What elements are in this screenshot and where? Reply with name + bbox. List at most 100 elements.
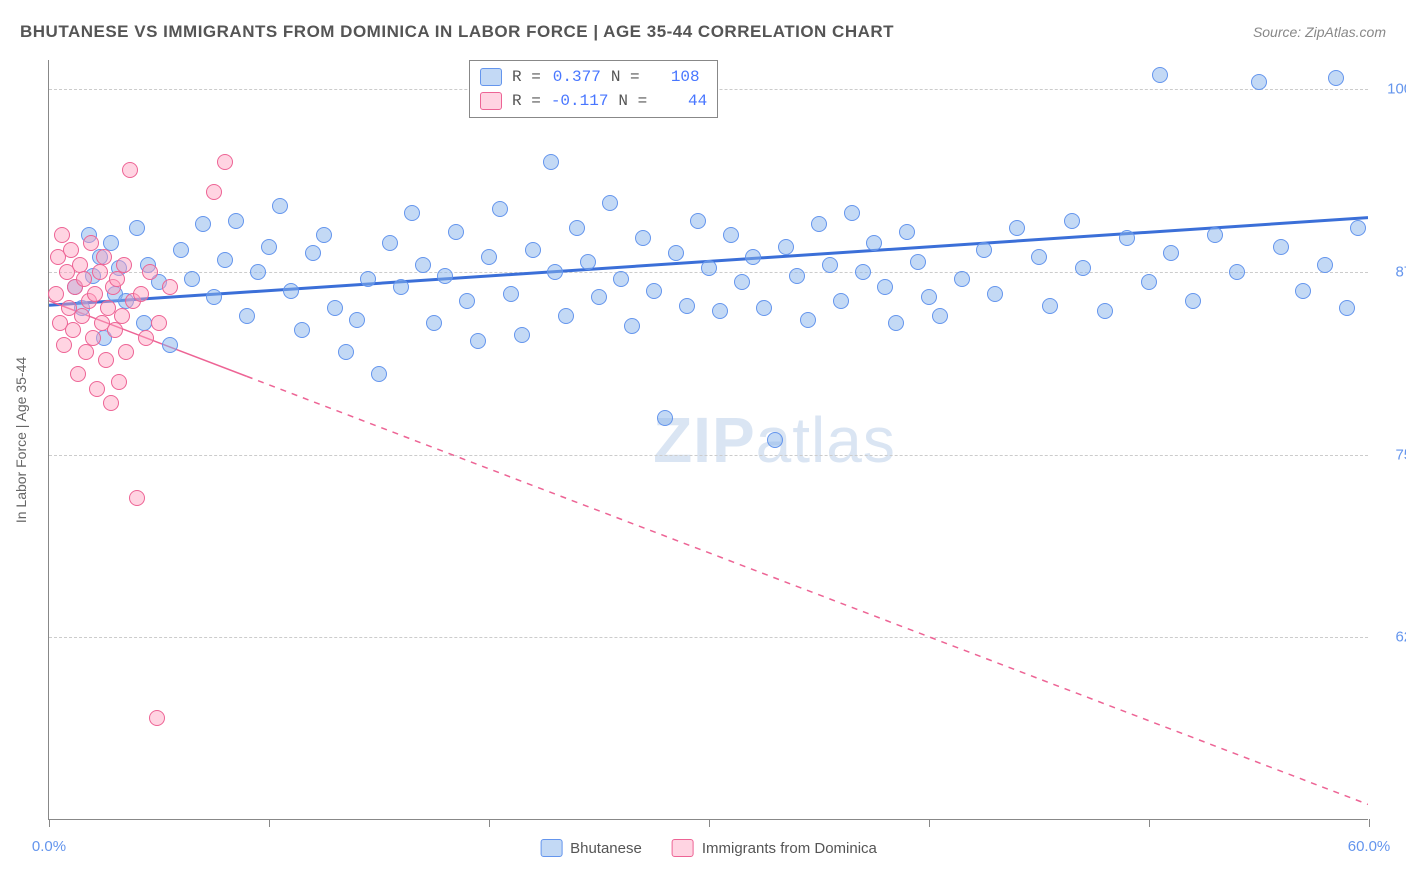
scatter-point-blue bbox=[261, 239, 277, 255]
stats-box: R = 0.377 N = 108 R = -0.117 N = 44 bbox=[469, 60, 718, 118]
scatter-point-blue bbox=[437, 268, 453, 284]
scatter-point-blue bbox=[294, 322, 310, 338]
scatter-point-blue bbox=[921, 289, 937, 305]
scatter-point-blue bbox=[470, 333, 486, 349]
scatter-point-pink bbox=[206, 184, 222, 200]
scatter-point-blue bbox=[217, 252, 233, 268]
scatter-point-pink bbox=[89, 381, 105, 397]
scatter-point-blue bbox=[162, 337, 178, 353]
scatter-point-blue bbox=[228, 213, 244, 229]
scatter-point-blue bbox=[1152, 67, 1168, 83]
legend-swatch-blue-icon bbox=[540, 839, 562, 857]
swatch-blue-icon bbox=[480, 68, 502, 86]
stat-r-label2: R = bbox=[512, 89, 541, 113]
scatter-point-blue bbox=[745, 249, 761, 265]
scatter-point-blue bbox=[184, 271, 200, 287]
scatter-point-blue bbox=[723, 227, 739, 243]
scatter-point-blue bbox=[1075, 260, 1091, 276]
scatter-point-pink bbox=[129, 490, 145, 506]
scatter-point-pink bbox=[151, 315, 167, 331]
stat-n-label2: N = bbox=[618, 89, 647, 113]
scatter-point-blue bbox=[976, 242, 992, 258]
stat-r-blue: 0.377 bbox=[551, 65, 601, 89]
x-tick bbox=[49, 819, 50, 827]
scatter-point-blue bbox=[1207, 227, 1223, 243]
scatter-point-pink bbox=[74, 308, 90, 324]
scatter-point-blue bbox=[800, 312, 816, 328]
scatter-point-blue bbox=[338, 344, 354, 360]
scatter-point-blue bbox=[613, 271, 629, 287]
scatter-point-blue bbox=[250, 264, 266, 280]
scatter-point-blue bbox=[404, 205, 420, 221]
scatter-point-pink bbox=[111, 374, 127, 390]
scatter-point-blue bbox=[855, 264, 871, 280]
scatter-point-blue bbox=[1031, 249, 1047, 265]
scatter-point-pink bbox=[162, 279, 178, 295]
scatter-point-blue bbox=[624, 318, 640, 334]
scatter-point-blue bbox=[1163, 245, 1179, 261]
scatter-point-blue bbox=[789, 268, 805, 284]
stats-row-blue: R = 0.377 N = 108 bbox=[480, 65, 707, 89]
scatter-point-pink bbox=[103, 395, 119, 411]
scatter-point-pink bbox=[65, 322, 81, 338]
scatter-point-pink bbox=[122, 162, 138, 178]
scatter-point-blue bbox=[136, 315, 152, 331]
scatter-point-blue bbox=[327, 300, 343, 316]
scatter-point-blue bbox=[712, 303, 728, 319]
stats-row-pink: R = -0.117 N = 44 bbox=[480, 89, 707, 113]
scatter-point-blue bbox=[1251, 74, 1267, 90]
scatter-point-pink bbox=[109, 271, 125, 287]
y-axis-label: In Labor Force | Age 35-44 bbox=[13, 356, 29, 522]
scatter-point-blue bbox=[393, 279, 409, 295]
scatter-point-blue bbox=[646, 283, 662, 299]
scatter-point-blue bbox=[349, 312, 365, 328]
scatter-point-blue bbox=[1317, 257, 1333, 273]
scatter-point-blue bbox=[635, 230, 651, 246]
scatter-point-blue bbox=[195, 216, 211, 232]
legend-label-pink: Immigrants from Dominica bbox=[702, 840, 877, 857]
scatter-point-blue bbox=[580, 254, 596, 270]
scatter-point-blue bbox=[1119, 230, 1135, 246]
scatter-point-blue bbox=[679, 298, 695, 314]
scatter-point-blue bbox=[701, 260, 717, 276]
stat-r-pink: -0.117 bbox=[551, 89, 609, 113]
gridline-h bbox=[49, 637, 1368, 638]
scatter-point-blue bbox=[525, 242, 541, 258]
scatter-point-pink bbox=[114, 308, 130, 324]
scatter-point-blue bbox=[543, 154, 559, 170]
scatter-point-blue bbox=[283, 283, 299, 299]
scatter-point-blue bbox=[360, 271, 376, 287]
scatter-point-blue bbox=[1328, 70, 1344, 86]
bottom-legend: Bhutanese Immigrants from Dominica bbox=[540, 839, 877, 857]
x-tick bbox=[1149, 819, 1150, 827]
scatter-point-blue bbox=[1185, 293, 1201, 309]
scatter-point-blue bbox=[767, 432, 783, 448]
scatter-point-blue bbox=[514, 327, 530, 343]
scatter-point-pink bbox=[92, 264, 108, 280]
scatter-point-pink bbox=[116, 257, 132, 273]
scatter-point-blue bbox=[1350, 220, 1366, 236]
scatter-point-pink bbox=[217, 154, 233, 170]
scatter-point-blue bbox=[1064, 213, 1080, 229]
scatter-point-blue bbox=[547, 264, 563, 280]
scatter-point-blue bbox=[316, 227, 332, 243]
scatter-point-blue bbox=[899, 224, 915, 240]
scatter-point-blue bbox=[371, 366, 387, 382]
scatter-point-blue bbox=[822, 257, 838, 273]
scatter-point-pink bbox=[83, 235, 99, 251]
stat-n-blue: 108 bbox=[650, 65, 700, 89]
swatch-pink-icon bbox=[480, 92, 502, 110]
scatter-point-pink bbox=[76, 271, 92, 287]
scatter-point-blue bbox=[734, 274, 750, 290]
scatter-point-blue bbox=[1042, 298, 1058, 314]
scatter-point-pink bbox=[78, 344, 94, 360]
x-tick bbox=[709, 819, 710, 827]
scatter-point-pink bbox=[98, 352, 114, 368]
scatter-point-blue bbox=[448, 224, 464, 240]
scatter-point-pink bbox=[149, 710, 165, 726]
x-tick bbox=[1369, 819, 1370, 827]
legend-label-blue: Bhutanese bbox=[570, 840, 642, 857]
stat-n-label: N = bbox=[611, 65, 640, 89]
legend-item-blue: Bhutanese bbox=[540, 839, 642, 857]
scatter-point-blue bbox=[591, 289, 607, 305]
